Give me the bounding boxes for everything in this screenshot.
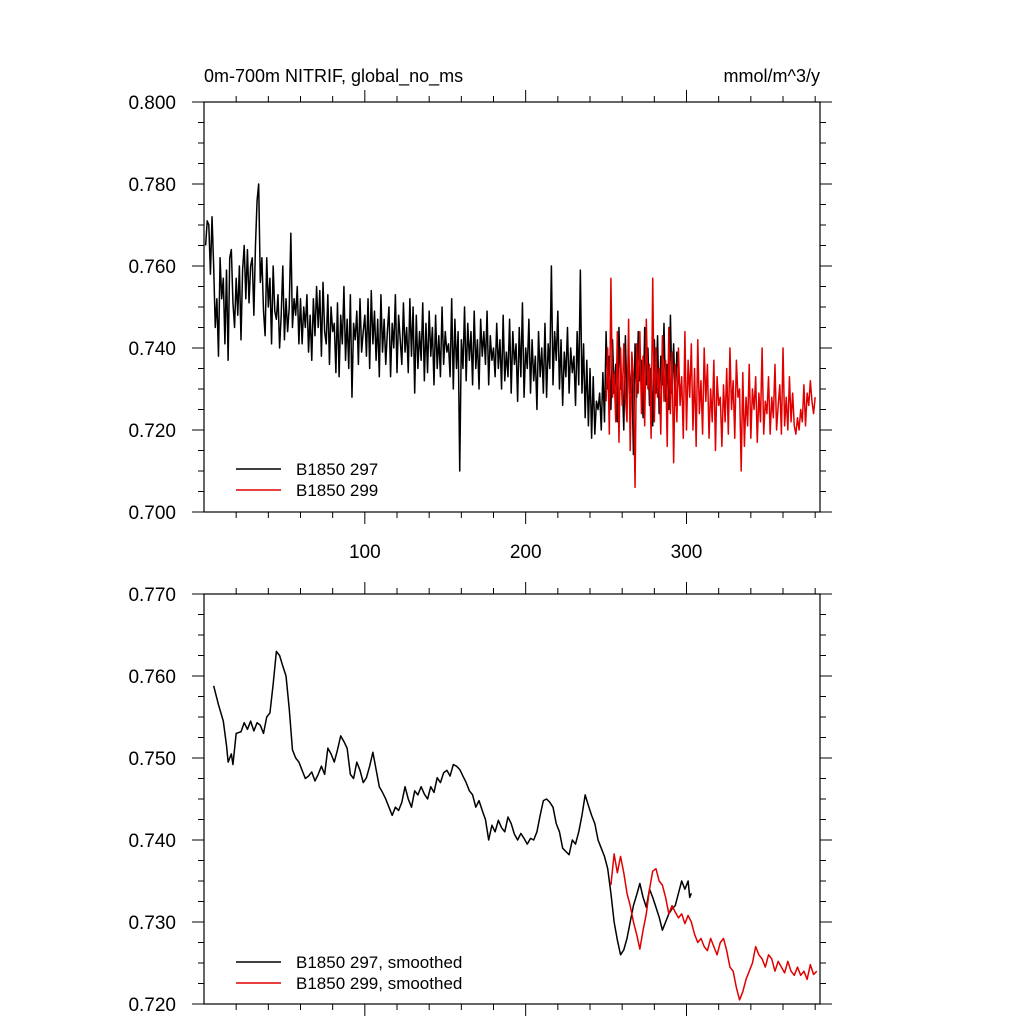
- top-x-tick-label: 200: [510, 542, 542, 563]
- top-y-tick-label: 0.760: [128, 257, 176, 278]
- bottom-plot-frame: [203, 593, 821, 1005]
- top-legend: B1850 297 B1850 299: [236, 460, 378, 500]
- bottom-y-tick-label: 0.730: [128, 913, 176, 934]
- top-series-line-1: [605, 277, 816, 489]
- bottom-series-line-1: [610, 853, 818, 1001]
- bottom-series-line-0: [212, 650, 693, 956]
- top-x-tick-labels: 100 200 300: [349, 542, 702, 563]
- bottom-y-tick-label: 0.750: [128, 749, 176, 770]
- top-panel: 0m-700m NITRIF, global_no_ms mmol/m^3/y …: [128, 66, 832, 563]
- top-legend-label-299: B1850 299: [296, 481, 378, 500]
- top-series: [204, 183, 816, 489]
- top-y-tick-labels: 0.700 0.720 0.740 0.760 0.780 0.800: [128, 93, 176, 524]
- top-title-right: mmol/m^3/y: [724, 66, 820, 86]
- top-legend-label-297: B1850 297: [296, 460, 378, 479]
- bottom-y-tick-label: 0.740: [128, 831, 176, 852]
- top-y-tick-label: 0.740: [128, 339, 176, 360]
- top-series-line-0: [204, 183, 681, 472]
- top-y-tick-label: 0.700: [128, 503, 176, 524]
- bottom-y-tick-label: 0.720: [128, 995, 176, 1016]
- bottom-y-tick-labels: 0.720 0.730 0.740 0.750 0.760 0.770: [128, 585, 176, 1016]
- top-x-tick-label: 100: [349, 542, 381, 563]
- top-x-tick-label: 300: [671, 542, 703, 563]
- bottom-legend-label-299: B1850 299, smoothed: [296, 974, 462, 993]
- top-y-tick-label: 0.780: [128, 175, 176, 196]
- bottom-y-tick-label: 0.760: [128, 667, 176, 688]
- bottom-legend-label-297: B1850 297, smoothed: [296, 953, 462, 972]
- top-y-tick-label: 0.720: [128, 421, 176, 442]
- bottom-series: [212, 650, 818, 1001]
- top-title-left: 0m-700m NITRIF, global_no_ms: [204, 66, 463, 87]
- bottom-ticks: [192, 582, 832, 1016]
- top-y-tick-label: 0.800: [128, 93, 176, 114]
- bottom-y-tick-label: 0.770: [128, 585, 176, 606]
- bottom-panel: 0.720 0.730 0.740 0.750 0.760 0.770 B1850 297…: [128, 582, 832, 1016]
- bottom-legend: B1850 297, smoothed B1850 299, smoothed: [236, 953, 462, 993]
- top-ticks: [192, 90, 832, 524]
